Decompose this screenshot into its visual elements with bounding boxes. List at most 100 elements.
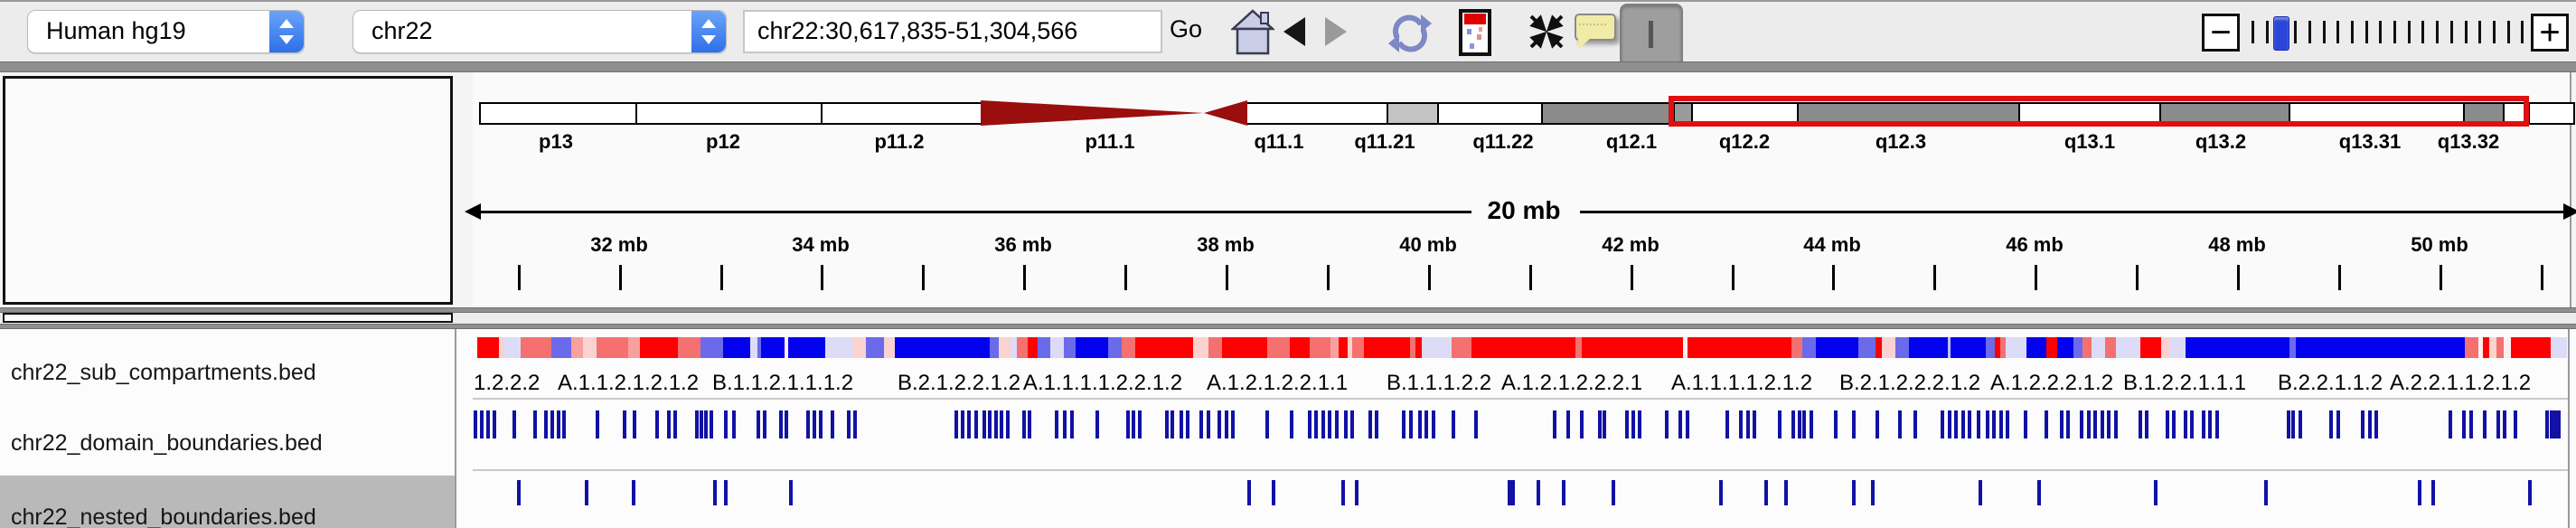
- splitter-band-top[interactable]: [0, 307, 2576, 313]
- zoom-tick: [2336, 21, 2340, 43]
- compartment-segment: [2000, 337, 2006, 358]
- region-of-interest-icon[interactable]: [1459, 9, 1491, 56]
- compartment-segment: [1193, 337, 1208, 358]
- back-icon[interactable]: [1283, 17, 1305, 46]
- compartment-segment: [990, 337, 999, 358]
- compartment-segment: [1011, 337, 1017, 358]
- compartment-segment: [2170, 337, 2186, 358]
- track-panel-divider: [455, 329, 456, 528]
- zoom-slider-thumb[interactable]: [2273, 16, 2290, 51]
- compartment-segment: [1415, 337, 1422, 358]
- compartment-segment: [1816, 337, 1858, 358]
- compartment-segment: [750, 337, 757, 358]
- compartment-segment: [2092, 337, 2105, 358]
- genome-select-stepper-icon[interactable]: [269, 11, 304, 52]
- upper-left-panel: [3, 76, 453, 305]
- refresh-icon[interactable]: [1385, 7, 1435, 58]
- compartment-segment: [2140, 337, 2161, 358]
- compartment-segment: [1108, 337, 1122, 358]
- compartment-segment: [761, 337, 785, 358]
- cursor-tool-button[interactable]: [1620, 4, 1683, 65]
- compartment-segment: [2483, 337, 2489, 358]
- zoom-tick: [2492, 21, 2496, 43]
- compartment-segment: [2478, 337, 2483, 358]
- compartment-segment: [1352, 337, 1364, 358]
- compartment-segment: [1330, 337, 1339, 358]
- sub-compartments-track[interactable]: [477, 337, 2567, 358]
- compartment-segment: [1995, 337, 2000, 358]
- compartment-segment: [866, 337, 884, 358]
- compartment-segment: [1364, 337, 1410, 358]
- go-button[interactable]: Go: [1170, 15, 1203, 42]
- zoom-tick: [2393, 21, 2396, 43]
- compartment-segment: [628, 337, 640, 358]
- compartment-segment: [2116, 337, 2140, 358]
- locus-input[interactable]: chr22:30,617,835-51,304,566: [743, 10, 1162, 53]
- fit-to-window-icon[interactable]: [1526, 11, 1567, 52]
- compartment-segment: [1876, 337, 1882, 358]
- compartment-segment: [2489, 337, 2496, 358]
- compartment-segment: [2504, 337, 2511, 358]
- compartment-segment: [2465, 337, 2478, 358]
- toolbar: Human hg19 chr22 chr22:30,617,835-51,304…: [0, 2, 2576, 65]
- zoom-tick: [2265, 21, 2269, 43]
- compartment-segment: [1452, 337, 1471, 358]
- compartment-segment: [1135, 337, 1193, 358]
- compartment-segment: [1895, 337, 1909, 358]
- compartment-segment: [2551, 337, 2567, 358]
- data-panel-right-border: [2568, 329, 2570, 528]
- chromosome-select-value: chr22: [371, 17, 433, 44]
- compartment-segment: [1310, 337, 1330, 358]
- zoom-tick: [2506, 21, 2510, 43]
- compartment-segment: [1076, 337, 1108, 358]
- compartment-segment: [2186, 337, 2289, 358]
- zoom-tick: [2521, 21, 2524, 43]
- zoom-in-button[interactable]: +: [2531, 14, 2569, 52]
- compartment-segment: [1802, 337, 1816, 358]
- genome-select[interactable]: Human hg19: [27, 10, 305, 53]
- compartment-segment: [2082, 337, 2092, 358]
- chromosome-select-stepper-icon[interactable]: [691, 11, 726, 52]
- compartment-segment: [825, 337, 852, 358]
- compartment-segment: [504, 337, 521, 358]
- cursor-bar-icon: [1649, 21, 1653, 48]
- compartment-segment: [2006, 337, 2026, 358]
- compartment-segment: [2511, 337, 2551, 358]
- zoom-tick: [2364, 21, 2368, 43]
- zoom-tick: [2308, 21, 2311, 43]
- track-separator: [473, 469, 2568, 471]
- zoom-tick: [2350, 21, 2354, 43]
- compartment-segment: [2161, 337, 2170, 358]
- compartment-segment: [999, 337, 1011, 358]
- compartment-segment: [1050, 337, 1064, 358]
- zoom-tick: [2421, 21, 2425, 43]
- locus-input-value: chr22:30,617,835-51,304,566: [757, 17, 1078, 44]
- ruler-panel[interactable]: [473, 72, 2571, 307]
- chromosome-select[interactable]: chr22: [353, 10, 727, 53]
- compartment-segment: [597, 337, 628, 358]
- compartment-segment: [551, 337, 571, 358]
- track-separator: [473, 398, 2568, 400]
- compartment-segment: [1858, 337, 1876, 358]
- compartment-segment: [1028, 337, 1038, 358]
- forward-icon[interactable]: [1325, 17, 1347, 46]
- zoom-tick: [2449, 21, 2453, 43]
- compartment-segment: [1951, 337, 1986, 358]
- toolbar-separator: [0, 61, 2576, 72]
- compartment-segment: [499, 337, 504, 358]
- compartment-segment: [2289, 337, 2296, 358]
- zoom-tick: [2436, 21, 2440, 43]
- home-icon[interactable]: [1231, 9, 1274, 56]
- zoom-tick: [2407, 21, 2411, 43]
- collapsed-left-panel: [3, 313, 453, 323]
- selected-track-row-highlight: [0, 476, 455, 528]
- zoom-out-button[interactable]: −: [2202, 14, 2240, 52]
- compartment-segment: [1267, 337, 1290, 358]
- zoom-tick: [2322, 21, 2326, 43]
- compartment-segment: [785, 337, 788, 358]
- compartment-segment: [571, 337, 583, 358]
- splitter-band-bottom[interactable]: [0, 324, 2576, 329]
- tooltip-bubble-icon[interactable]: [1575, 14, 1616, 50]
- compartment-segment: [2073, 337, 2082, 358]
